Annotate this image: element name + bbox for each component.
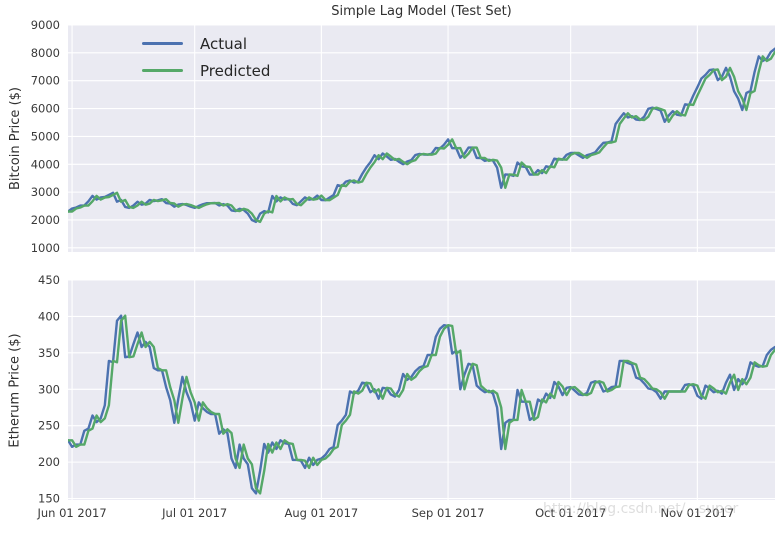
- y-tick-label: 300: [38, 382, 60, 396]
- x-tick-label: Oct 01 2017: [535, 506, 606, 520]
- legend-predicted-line-icon: [142, 69, 183, 72]
- y-tick-label: 5000: [31, 129, 60, 143]
- y-tick-label: 7000: [31, 74, 60, 88]
- y-tick-label: 200: [38, 455, 60, 469]
- y-tick-label: 2000: [31, 213, 60, 227]
- actual-line: [68, 314, 775, 495]
- y-tick-label: 6000: [31, 102, 60, 116]
- legend-actual-line-icon: [142, 42, 183, 45]
- legend-predicted-label: Predicted: [200, 61, 271, 80]
- x-tick-label: Sep 01 2017: [412, 506, 485, 520]
- y-tick-label: 3000: [31, 185, 60, 199]
- predicted-line: [68, 50, 775, 224]
- legend: Actual Predicted: [142, 30, 270, 84]
- axes-background: [68, 25, 775, 252]
- y-axis-label-ethereum: Etherum Price ($): [7, 332, 23, 448]
- y-axis-label-bitcoin: Bitcoin Price ($): [7, 87, 23, 190]
- x-tick-label: Jun 01 2017: [36, 506, 106, 520]
- legend-item-predicted: Predicted: [142, 57, 270, 84]
- y-tick-label: 8000: [31, 46, 60, 60]
- y-tick-label: 4000: [31, 157, 60, 171]
- y-tick-label: 350: [38, 346, 60, 360]
- legend-item-actual: Actual: [142, 30, 270, 57]
- y-tick-label: 9000: [31, 18, 60, 32]
- y-axis-label-bitcoin-box: Bitcoin Price ($): [0, 25, 30, 252]
- x-tick-label: Jul 01 2017: [161, 506, 227, 520]
- axes-background: [68, 280, 775, 500]
- y-tick-label: 1000: [31, 241, 60, 255]
- y-tick-label: 150: [38, 492, 60, 506]
- x-tick-label: Aug 01 2017: [285, 506, 359, 520]
- y-tick-label: 450: [38, 273, 60, 287]
- y-axis-label-ethereum-box: Etherum Price ($): [0, 280, 30, 500]
- predicted-line: [68, 314, 775, 495]
- legend-actual-label: Actual: [200, 34, 247, 53]
- chart-title: Simple Lag Model (Test Set): [331, 4, 512, 19]
- x-tick-label: Nov 01 2017: [661, 506, 735, 520]
- y-tick-label: 400: [38, 309, 60, 323]
- y-tick-label: 250: [38, 419, 60, 433]
